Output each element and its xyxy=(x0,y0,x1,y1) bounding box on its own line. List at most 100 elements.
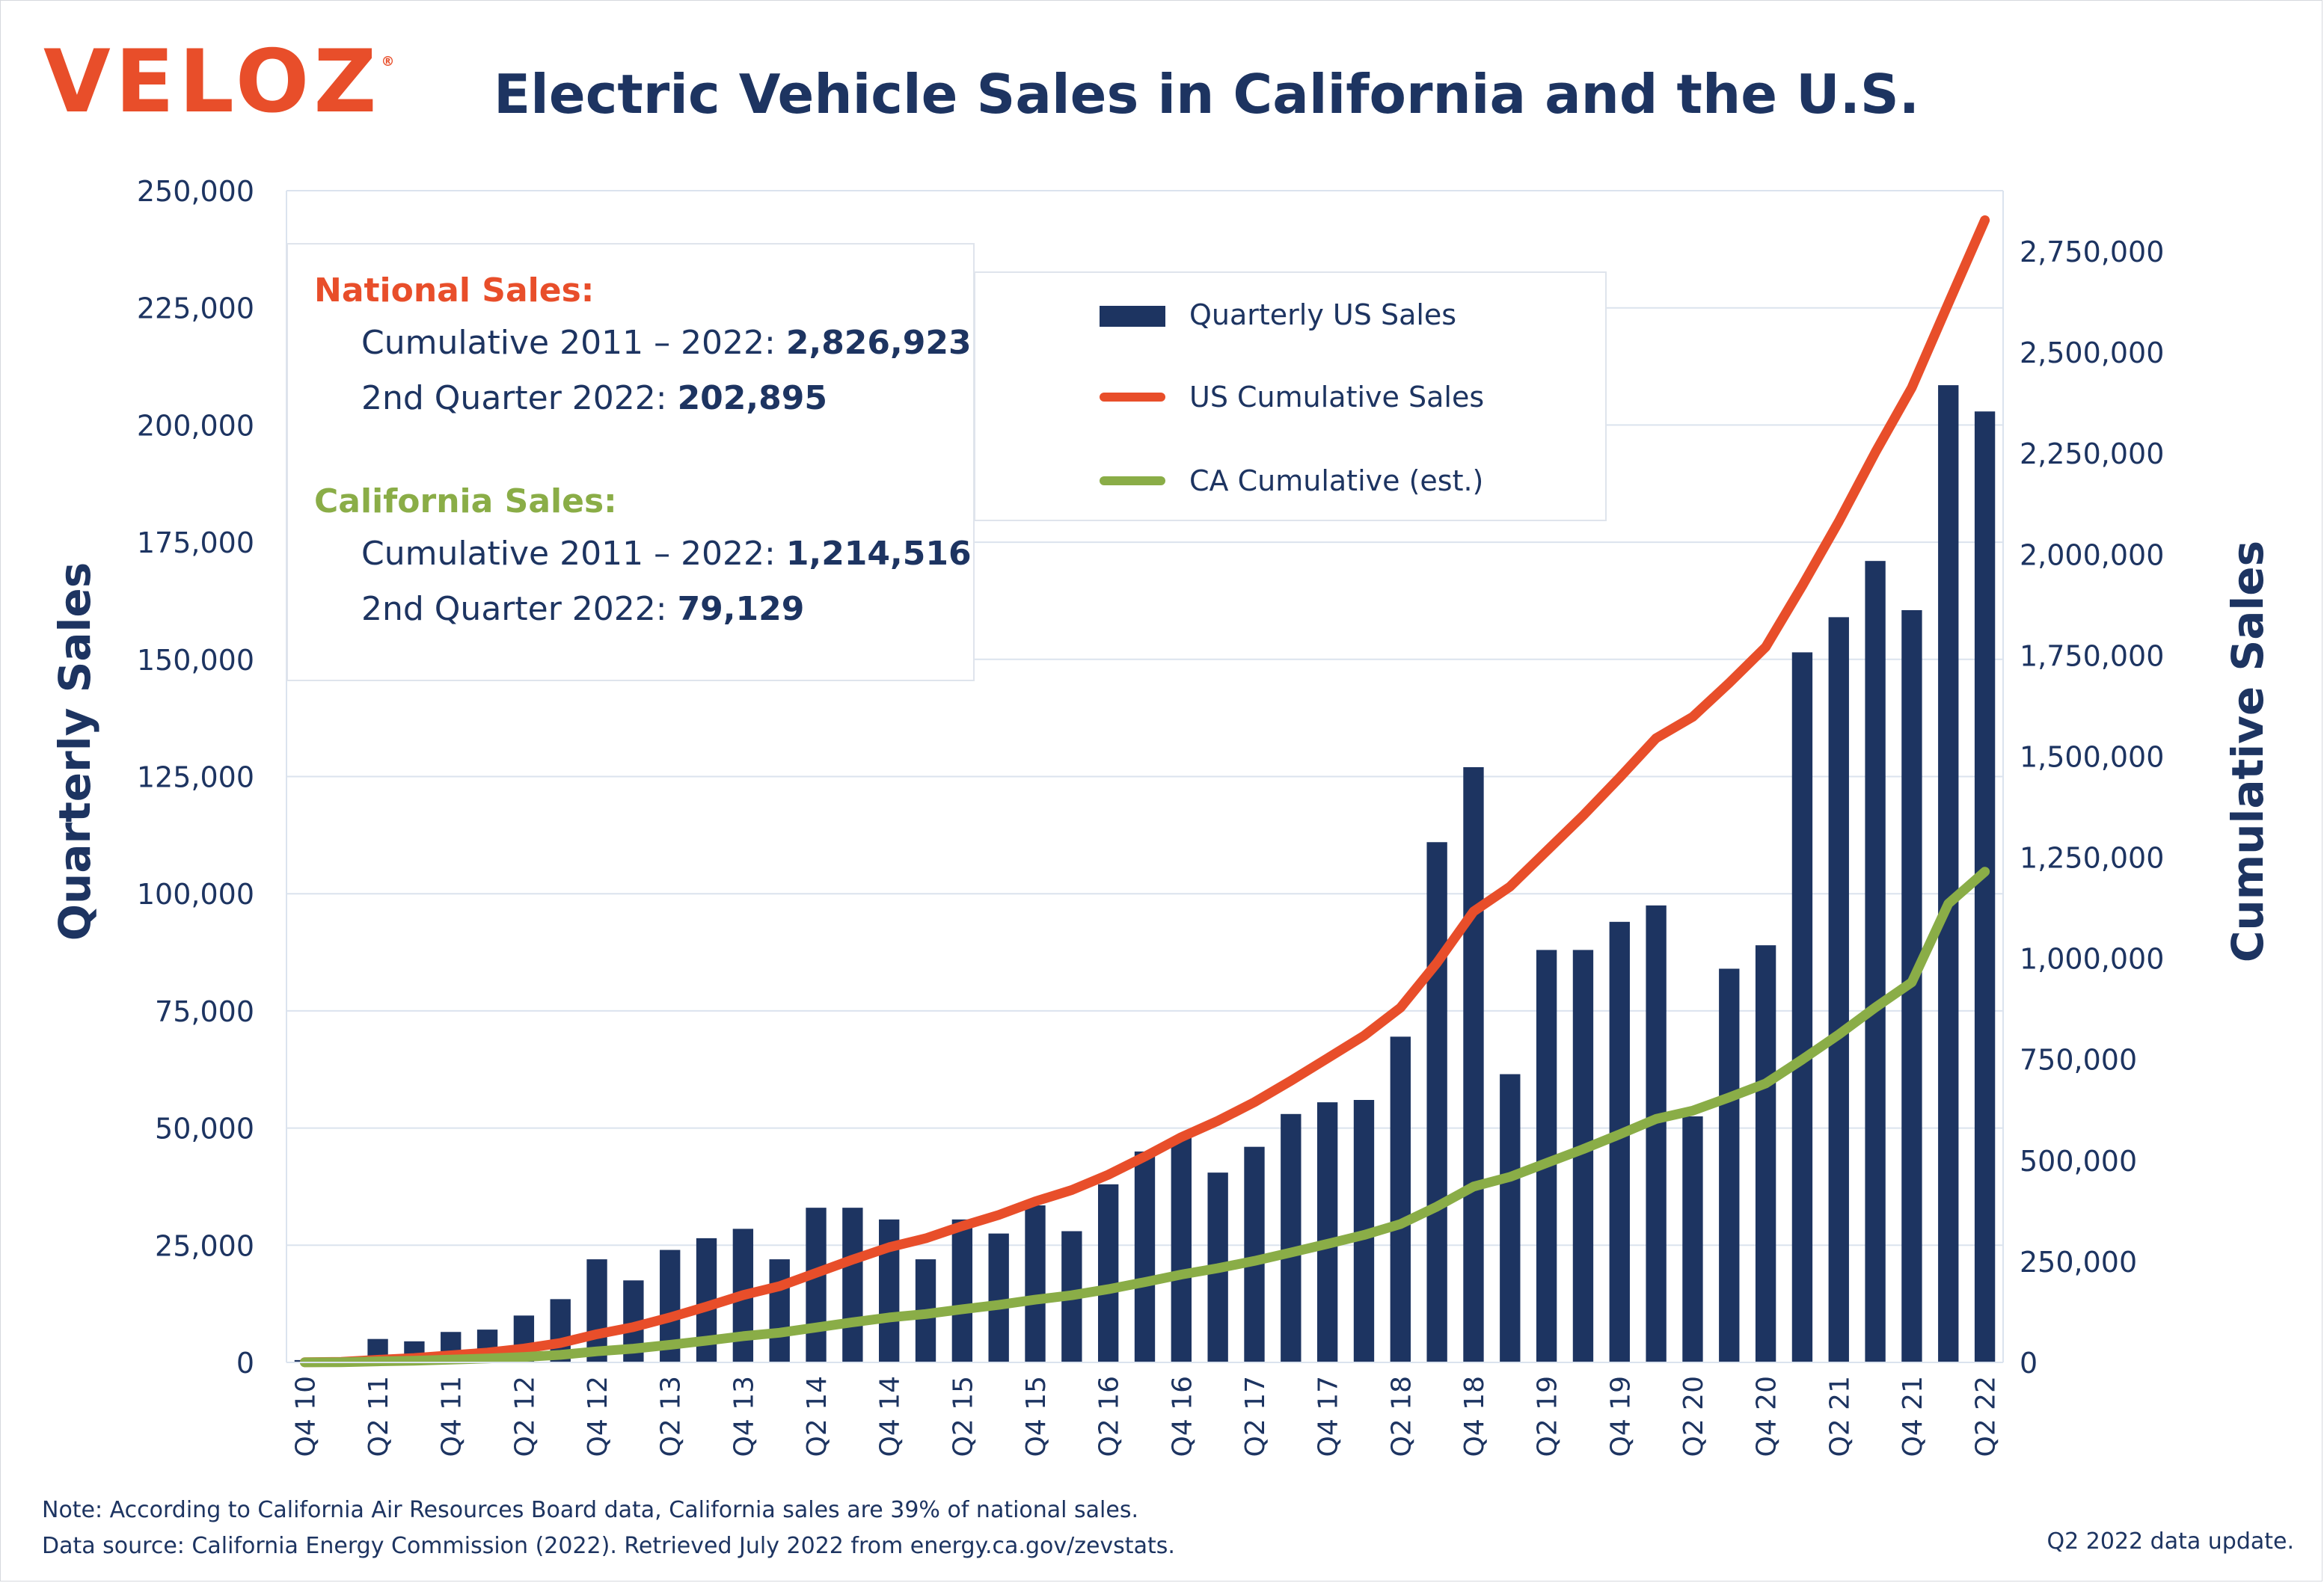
ca-cumulative-line: Cumulative 2011 – 2022: 1,214,516 xyxy=(361,535,972,573)
x-tick-label: Q4 18 xyxy=(1459,1376,1490,1457)
legend-label-quarterly: Quarterly US Sales xyxy=(1189,298,1457,331)
x-tick-label: Q4 13 xyxy=(729,1376,759,1457)
summary-box: National Sales: Cumulative 2011 – 2022: … xyxy=(286,243,975,681)
x-tick-label: Q2 18 xyxy=(1386,1376,1417,1457)
ca-cumulative-label: Cumulative 2011 – 2022: xyxy=(361,535,786,573)
x-tick-label: Q4 10 xyxy=(290,1376,321,1457)
bar xyxy=(1281,1113,1301,1362)
y2-tick-label: 2,000,000 xyxy=(2020,538,2164,571)
legend-label-us-cumulative: US Cumulative Sales xyxy=(1189,381,1485,414)
bar xyxy=(1719,968,1740,1362)
y-tick-label: 75,000 xyxy=(155,995,254,1028)
x-tick-label: Q2 21 xyxy=(1824,1376,1855,1457)
y2-tick-label: 2,250,000 xyxy=(2020,437,2164,470)
veloz-logo: VELOZ® xyxy=(43,39,395,126)
bar xyxy=(1463,766,1484,1362)
y2-tick-label: 1,250,000 xyxy=(2020,842,2164,875)
bar xyxy=(1097,1184,1119,1362)
x-tick-label: Q2 17 xyxy=(1240,1376,1271,1457)
bar xyxy=(806,1208,827,1362)
legend-swatch-us-line xyxy=(1100,393,1165,402)
x-tick-label: Q2 20 xyxy=(1678,1376,1709,1457)
axes: 0 25,000 50,000 75,000 100,000 125,000 150,000… xyxy=(137,175,2165,1457)
national-cumulative-value: 2,826,923 xyxy=(785,324,972,362)
ca-quarter-value: 79,129 xyxy=(677,590,805,628)
bar xyxy=(1646,905,1667,1362)
bar xyxy=(1426,842,1447,1362)
legend-label-ca-cumulative: CA Cumulative (est.) xyxy=(1189,464,1484,497)
bar xyxy=(1828,617,1849,1362)
x-tick-label: Q2 22 xyxy=(1971,1376,2002,1457)
ca-cumulative-value: 1,214,516 xyxy=(785,535,972,573)
line-series xyxy=(299,215,1990,1368)
legend: Quarterly US Sales US Cumulative Sales C… xyxy=(974,271,1607,521)
ca-cumulative-line xyxy=(299,867,1990,1368)
bar xyxy=(1682,1116,1703,1362)
footer-notes: Note: According to California Air Resour… xyxy=(42,1493,1175,1564)
national-quarter-line: 2nd Quarter 2022: 202,895 xyxy=(361,379,827,417)
legend-swatch-ca-line xyxy=(1100,476,1165,485)
legend-swatch-bar xyxy=(1100,306,1165,327)
national-cumulative-label: Cumulative 2011 – 2022: xyxy=(361,324,786,362)
x-tick-label: Q4 11 xyxy=(437,1376,467,1457)
ca-quarter-label: 2nd Quarter 2022: xyxy=(361,590,678,628)
data-update-note: Q2 2022 data update. xyxy=(2046,1528,2294,1555)
bar xyxy=(1316,1102,1338,1362)
y-tick-label: 175,000 xyxy=(137,526,254,559)
bar xyxy=(1025,1205,1046,1362)
bar xyxy=(988,1233,1009,1362)
bar xyxy=(842,1208,863,1362)
bar xyxy=(769,1259,790,1362)
y2-tick-label: 2,750,000 xyxy=(2020,236,2164,268)
y-tick-label: 250,000 xyxy=(137,175,254,208)
y-tick-label: 0 xyxy=(236,1347,254,1380)
y2-tick-label: 1,750,000 xyxy=(2020,639,2164,672)
y2-tick-label: 1,000,000 xyxy=(2020,943,2164,976)
x-tick-label: Q4 14 xyxy=(875,1376,906,1457)
bar xyxy=(586,1259,607,1362)
x-tick-label: Q4 12 xyxy=(583,1376,613,1457)
footer-note: Note: According to California Air Resour… xyxy=(42,1497,1139,1523)
y2-tick-label: 1,500,000 xyxy=(2020,740,2164,773)
bar xyxy=(1791,652,1813,1362)
x-tick-label: Q2 12 xyxy=(509,1376,540,1457)
x-tick-label: Q2 14 xyxy=(802,1376,833,1457)
national-cumulative-line: Cumulative 2011 – 2022: 2,826,923 xyxy=(361,324,972,362)
y-tick-label: 225,000 xyxy=(137,292,254,325)
y2-tick-label: 2,500,000 xyxy=(2020,336,2164,369)
bar xyxy=(1390,1036,1411,1362)
x-tick-label: Q2 15 xyxy=(948,1376,978,1457)
bar xyxy=(1938,385,1959,1362)
ca-quarter-line: 2nd Quarter 2022: 79,129 xyxy=(361,590,804,628)
us-cumulative-line xyxy=(299,215,1990,1368)
national-quarter-label: 2nd Quarter 2022: xyxy=(361,379,678,417)
bar xyxy=(1865,561,1886,1362)
bar xyxy=(951,1219,973,1362)
x-tick-label: Q4 15 xyxy=(1021,1376,1052,1457)
x-tick-label: Q2 11 xyxy=(364,1376,394,1457)
y2-tick-label: 500,000 xyxy=(2020,1145,2137,1178)
logo-text: VELOZ xyxy=(43,31,381,132)
bar xyxy=(1171,1137,1192,1362)
california-sales-heading: California Sales: xyxy=(314,482,617,520)
national-quarter-value: 202,895 xyxy=(677,379,827,417)
x-tick-label: Q2 16 xyxy=(1094,1376,1125,1457)
y-axis-label: Quarterly Sales xyxy=(49,562,100,941)
bar xyxy=(1500,1074,1521,1362)
y-tick-label: 25,000 xyxy=(155,1229,254,1262)
chart-title: Electric Vehicle Sales in California and… xyxy=(494,63,1920,126)
y2-tick-label: 250,000 xyxy=(2020,1246,2137,1279)
y2-axis-label: Cumulative Sales xyxy=(2222,541,2273,962)
y2-tick-label: 0 xyxy=(2020,1347,2038,1380)
x-tick-label: Q4 17 xyxy=(1313,1376,1344,1457)
x-tick-label: Q4 16 xyxy=(1167,1376,1198,1457)
bar xyxy=(1974,411,1996,1362)
y-tick-label: 100,000 xyxy=(137,878,254,911)
footer-source: Data source: California Energy Commissio… xyxy=(42,1533,1175,1559)
x-tick-label: Q4 21 xyxy=(1898,1376,1928,1457)
registered-mark: ® xyxy=(381,54,395,70)
x-tick-label: Q2 13 xyxy=(656,1376,687,1457)
y-tick-label: 150,000 xyxy=(137,644,254,677)
